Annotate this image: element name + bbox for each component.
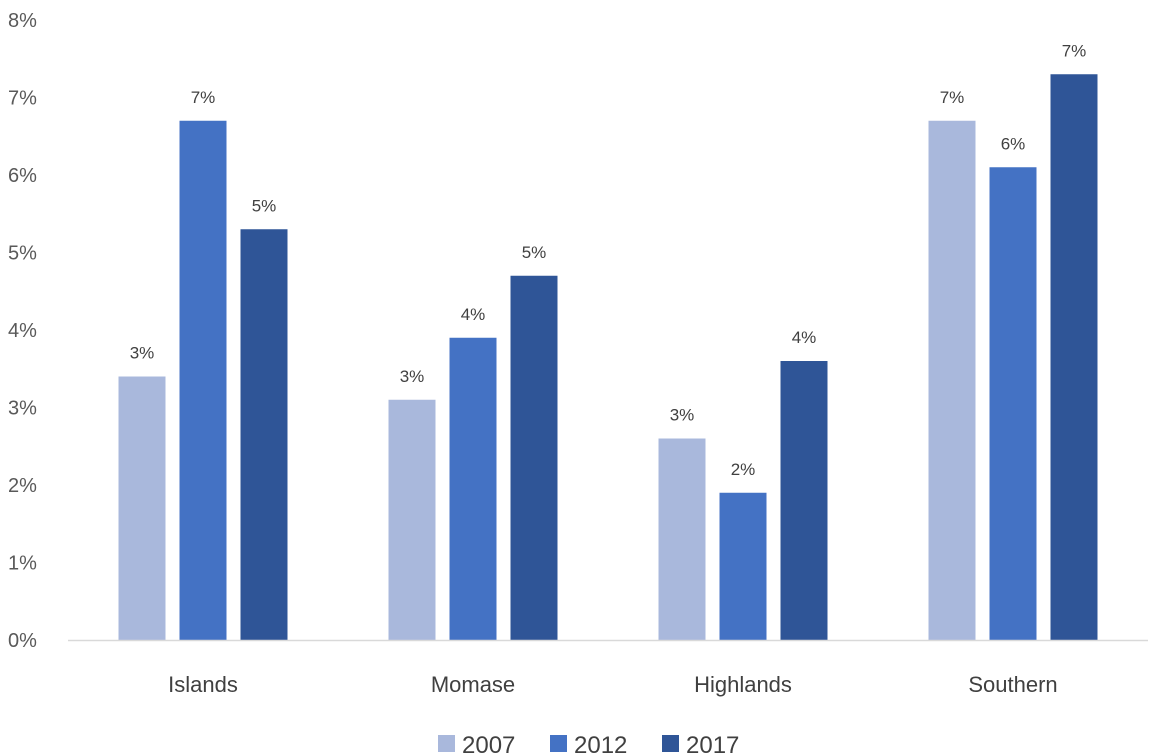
data-label: 7% — [940, 88, 965, 107]
legend-label: 2007 — [462, 732, 515, 755]
y-tick-label: 6% — [8, 165, 37, 187]
bar-2007-southern — [928, 120, 976, 640]
bar-2017-momase — [510, 275, 558, 640]
y-tick-label: 4% — [8, 320, 37, 342]
y-tick-label: 5% — [8, 243, 37, 265]
y-tick-label: 0% — [8, 630, 37, 652]
legend-swatch-2012 — [550, 735, 567, 752]
x-tick-label: Southern — [968, 672, 1057, 697]
bar-2012-islands — [179, 120, 227, 640]
x-tick-label: Highlands — [694, 672, 792, 697]
legend-swatch-2007 — [438, 735, 455, 752]
bar-2007-islands — [118, 376, 166, 640]
bar-2012-momase — [449, 337, 497, 640]
data-label: 3% — [670, 406, 695, 425]
legend-label: 2017 — [686, 732, 739, 755]
y-tick-label: 1% — [8, 553, 37, 575]
data-label: 7% — [1062, 41, 1087, 60]
data-label: 3% — [400, 367, 425, 386]
y-tick-label: 7% — [8, 88, 37, 110]
x-tick-label: Islands — [168, 672, 238, 697]
data-label: 2% — [731, 460, 756, 479]
bar-2007-momase — [388, 399, 436, 640]
bar-2017-highlands — [780, 361, 828, 640]
legend-label: 2012 — [574, 732, 627, 755]
y-axis: 0% 1% 2% 3% 4% 5% 6% 7% 8% — [8, 10, 37, 652]
bar-2017-islands — [240, 229, 288, 640]
bar-2007-highlands — [658, 438, 706, 640]
data-label: 4% — [792, 328, 817, 347]
data-label: 5% — [522, 243, 547, 262]
bars — [118, 74, 1098, 640]
legend: 2007 2012 2017 — [438, 732, 739, 755]
x-tick-label: Momase — [431, 672, 515, 697]
data-label: 3% — [130, 344, 155, 363]
data-label: 5% — [252, 196, 277, 215]
y-tick-label: 2% — [8, 475, 37, 497]
data-label: 4% — [461, 305, 486, 324]
legend-swatch-2017 — [662, 735, 679, 752]
y-tick-label: 8% — [8, 10, 37, 32]
data-labels: 3% 7% 5% 3% 4% 5% 3% 2% 4% 7% 6% 7% — [130, 41, 1087, 479]
x-axis: Islands Momase Highlands Southern — [68, 639, 1148, 697]
data-label: 7% — [191, 88, 216, 107]
y-tick-label: 3% — [8, 398, 37, 420]
bar-2012-southern — [989, 167, 1037, 640]
data-label: 6% — [1001, 134, 1026, 153]
bar-2012-highlands — [719, 492, 767, 640]
bar-2017-southern — [1050, 74, 1098, 640]
